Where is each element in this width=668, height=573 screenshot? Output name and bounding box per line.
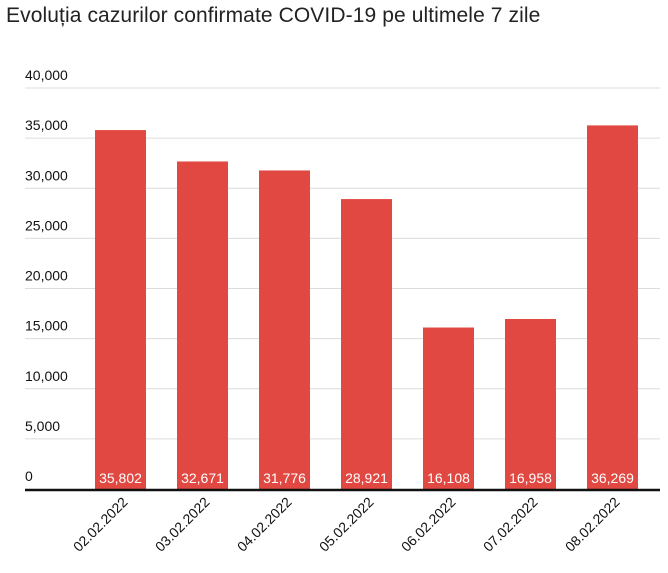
x-tick-label: 04.02.2022	[234, 494, 295, 555]
data-label: 16,958	[509, 470, 552, 486]
data-label: 35,802	[99, 470, 142, 486]
data-label: 16,108	[427, 470, 470, 486]
bar	[587, 125, 638, 490]
y-tick-label: 20,000	[25, 268, 68, 284]
bar	[423, 327, 474, 489]
y-tick-label: 15,000	[25, 318, 68, 334]
data-label: 32,671	[181, 470, 224, 486]
bar	[341, 199, 392, 490]
x-tick-label: 02.02.2022	[70, 494, 131, 555]
bar	[505, 318, 556, 489]
bar	[177, 161, 228, 490]
x-tick-label: 07.02.2022	[480, 494, 541, 555]
data-label: 28,921	[345, 470, 388, 486]
y-tick-label: 40,000	[25, 67, 68, 83]
x-tick-label: 08.02.2022	[562, 494, 623, 555]
y-tick-label: 10,000	[25, 368, 68, 384]
data-label: 31,776	[263, 470, 306, 486]
bar	[259, 170, 310, 489]
y-tick-label: 35,000	[25, 117, 68, 133]
x-tick-label: 06.02.2022	[398, 494, 459, 555]
y-tick-label: 25,000	[25, 217, 68, 233]
y-tick-label: 5,000	[25, 418, 60, 434]
y-tick-label: 30,000	[25, 167, 68, 183]
y-tick-label: 0	[25, 468, 33, 484]
x-tick-label: 03.02.2022	[152, 494, 213, 555]
data-label: 36,269	[591, 470, 634, 486]
bar	[95, 130, 146, 489]
x-tick-label: 05.02.2022	[316, 494, 377, 555]
chart-title: Evoluția cazurilor confirmate COVID-19 p…	[6, 4, 541, 27]
